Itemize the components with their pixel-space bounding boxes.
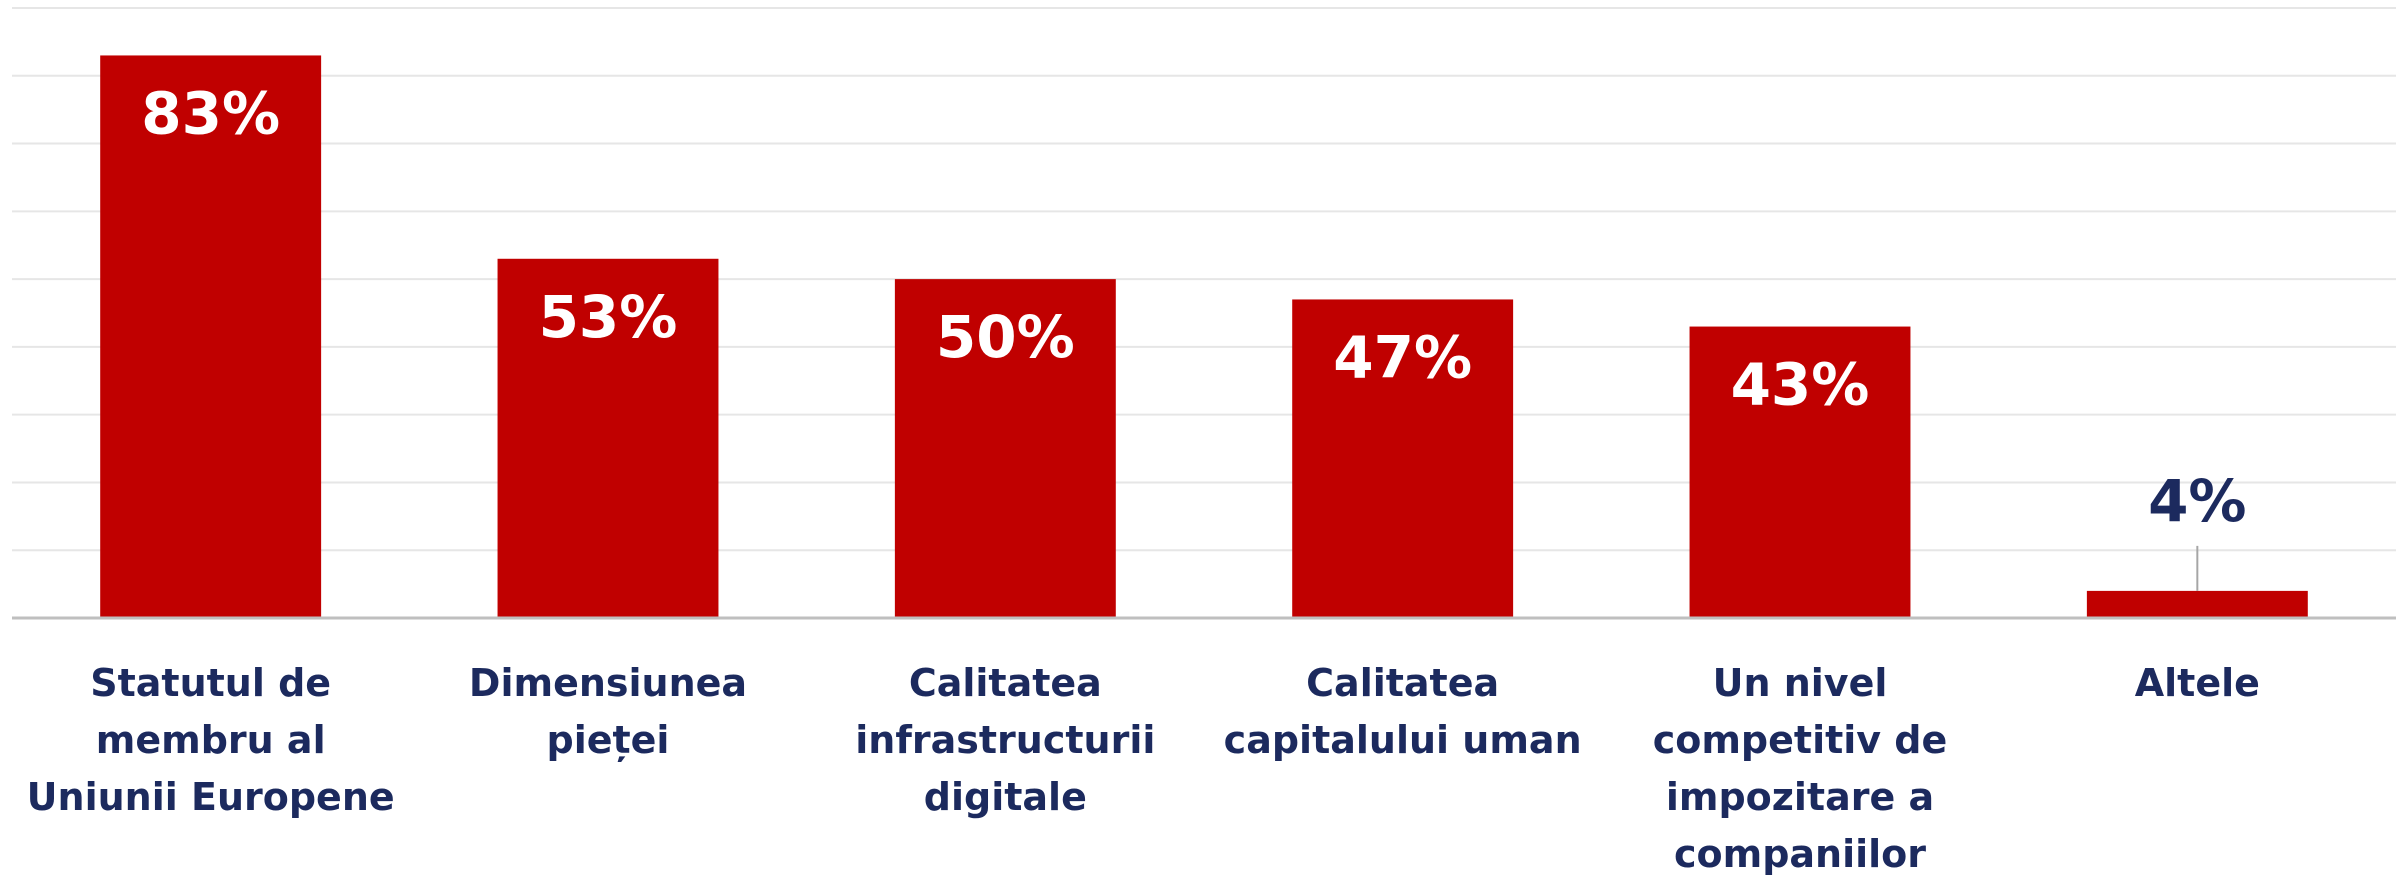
value-label: 83% bbox=[141, 80, 280, 148]
bar bbox=[2086, 590, 2308, 618]
x-tick-label: Altele bbox=[2134, 661, 2260, 705]
value-label: 4% bbox=[2148, 467, 2246, 535]
x-tick-label: Un nivel competitiv de impozitare a comp… bbox=[1652, 661, 1948, 875]
value-label: 50% bbox=[936, 303, 1075, 371]
bar bbox=[100, 55, 322, 618]
value-label: 47% bbox=[1333, 324, 1472, 392]
x-tick-label: Dimensiunea pieței bbox=[468, 661, 748, 762]
value-label: 53% bbox=[539, 283, 678, 351]
bar bbox=[1292, 299, 1514, 618]
bar bbox=[894, 279, 1116, 618]
x-tick-label: Statutul de membru al Uniunii Europene bbox=[26, 661, 395, 819]
bar bbox=[1689, 326, 1911, 618]
x-tick-label: Calitatea capitalului uman bbox=[1223, 661, 1582, 762]
value-label: 43% bbox=[1731, 351, 1870, 419]
x-tick-label: Calitatea infrastructurii digitale bbox=[855, 661, 1156, 819]
bar bbox=[497, 258, 719, 618]
